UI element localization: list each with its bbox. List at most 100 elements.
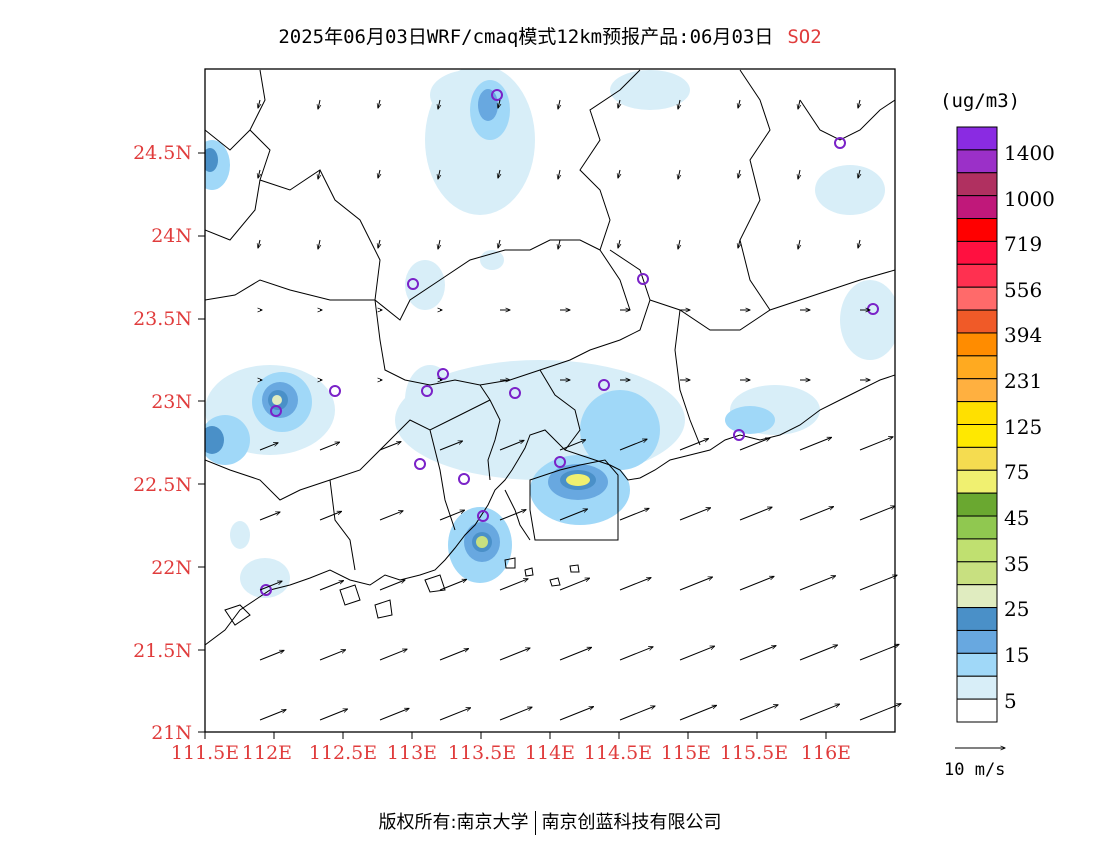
wind-arrow <box>318 169 320 179</box>
wind-arrow <box>619 508 649 521</box>
wind-arrow <box>738 239 740 248</box>
wind-arrow <box>739 576 774 591</box>
wind-arrow <box>799 645 838 661</box>
wind-arrow <box>859 437 893 451</box>
wind-arrow <box>499 440 524 451</box>
wind-arrow <box>678 99 680 109</box>
wind-arrow <box>559 578 590 591</box>
wind-arrow <box>498 99 500 108</box>
lon-label-112-5E: 112.5E <box>309 742 377 764</box>
colorbar-swatch <box>956 652 998 677</box>
lon-label-116E: 116E <box>801 742 851 764</box>
station-marker <box>414 458 426 470</box>
wind-arrow <box>559 509 588 521</box>
lon-label-115-5E: 115.5E <box>720 742 788 764</box>
wind-arrow <box>499 579 528 591</box>
wind-arrow <box>559 707 594 721</box>
wind-arrow <box>558 169 560 179</box>
wind-arrow <box>619 439 647 451</box>
colorbar-swatch <box>956 675 998 700</box>
boundaries <box>205 69 895 646</box>
colorbar-label: 75 <box>1004 460 1029 484</box>
longitude-axis: 111.5E 112E 112.5E 113E 113.5E 114E 114.… <box>171 742 851 764</box>
station-marker <box>270 405 282 417</box>
wind-arrow <box>259 512 280 521</box>
lat-label-23N: 23N <box>151 391 192 413</box>
colorbar-unit: (ug/m3) <box>940 90 1021 112</box>
wind-arrow <box>678 169 680 179</box>
wind-arrow <box>859 644 899 661</box>
lon-label-113E: 113E <box>387 742 437 764</box>
copyright-company: 南京创蓝科技有限公司 <box>541 812 722 833</box>
colorbar-label: 231 <box>1004 369 1042 393</box>
wind-arrow <box>378 99 380 108</box>
reference-wind-speed: 10 m/s <box>944 760 1006 780</box>
wind-arrow <box>438 239 440 249</box>
wind-arrow <box>319 709 348 721</box>
colorbar-label: 25 <box>1004 597 1029 621</box>
wind-arrow <box>679 577 713 591</box>
wind-arrow <box>678 239 680 249</box>
wind-arrow <box>319 442 340 451</box>
colorbar-label: 125 <box>1004 415 1042 439</box>
wind-arrow <box>439 579 467 591</box>
wind-arrow <box>739 507 772 521</box>
wind-arrow <box>379 649 407 661</box>
colorbar-swatch <box>956 286 998 311</box>
station-marker <box>834 137 846 149</box>
wind-arrow <box>618 99 620 108</box>
wind-arrow <box>318 239 320 249</box>
colorbar <box>956 126 998 723</box>
wind-arrow <box>859 704 901 721</box>
wind-arrow <box>859 575 897 591</box>
station-marker <box>477 510 489 522</box>
wind-arrow <box>499 707 532 721</box>
wind-arrow <box>799 437 832 451</box>
wind-arrow <box>738 99 740 108</box>
station-marker <box>509 387 521 399</box>
wind-arrow <box>319 650 346 661</box>
wind-arrow <box>499 510 526 521</box>
wind-arrow <box>858 239 860 248</box>
wind-arrow <box>258 169 260 178</box>
wind-arrow <box>499 648 530 661</box>
wind-arrow <box>618 169 620 178</box>
lat-label-22N: 22N <box>151 557 192 579</box>
wind-arrow <box>438 169 440 179</box>
wind-arrow <box>439 510 465 521</box>
colorbar-swatch <box>956 172 998 197</box>
wind-arrow <box>859 506 895 521</box>
colorbar-label: 719 <box>1004 232 1042 256</box>
wind-arrow <box>799 576 836 591</box>
colorbar-label: 15 <box>1004 643 1029 667</box>
wind-vectors <box>258 99 901 721</box>
wind-arrow <box>679 508 711 521</box>
colorbar-label: 394 <box>1004 323 1042 347</box>
station-marker <box>637 273 649 285</box>
lat-label-24N: 24N <box>151 225 192 247</box>
colorbar-swatch <box>956 492 998 517</box>
colorbar-label: 1000 <box>1004 187 1055 211</box>
colorbar-swatch <box>956 240 998 265</box>
colorbar-swatch <box>956 446 998 471</box>
wind-arrow <box>379 708 409 721</box>
lon-label-114E: 114E <box>525 742 575 764</box>
colorbar-label: 35 <box>1004 552 1029 576</box>
wind-arrow <box>259 710 286 721</box>
station-marker <box>458 473 470 485</box>
station-marker <box>598 379 610 391</box>
wind-arrow <box>498 169 500 178</box>
lat-label-22-5N: 22.5N <box>133 474 192 496</box>
wind-arrow <box>559 440 586 451</box>
wind-arrow <box>679 439 709 451</box>
colorbar-swatch <box>956 698 998 723</box>
colorbar-swatch <box>956 561 998 586</box>
lat-label-21-5N: 21.5N <box>133 640 192 662</box>
lat-label-24-5N: 24.5N <box>133 142 192 164</box>
colorbar-swatch <box>956 607 998 631</box>
wind-arrow <box>858 169 860 178</box>
wind-arrow <box>739 705 778 721</box>
colorbar-swatch <box>956 515 998 540</box>
concentration-field <box>205 69 895 598</box>
wind-arrow <box>799 704 840 721</box>
